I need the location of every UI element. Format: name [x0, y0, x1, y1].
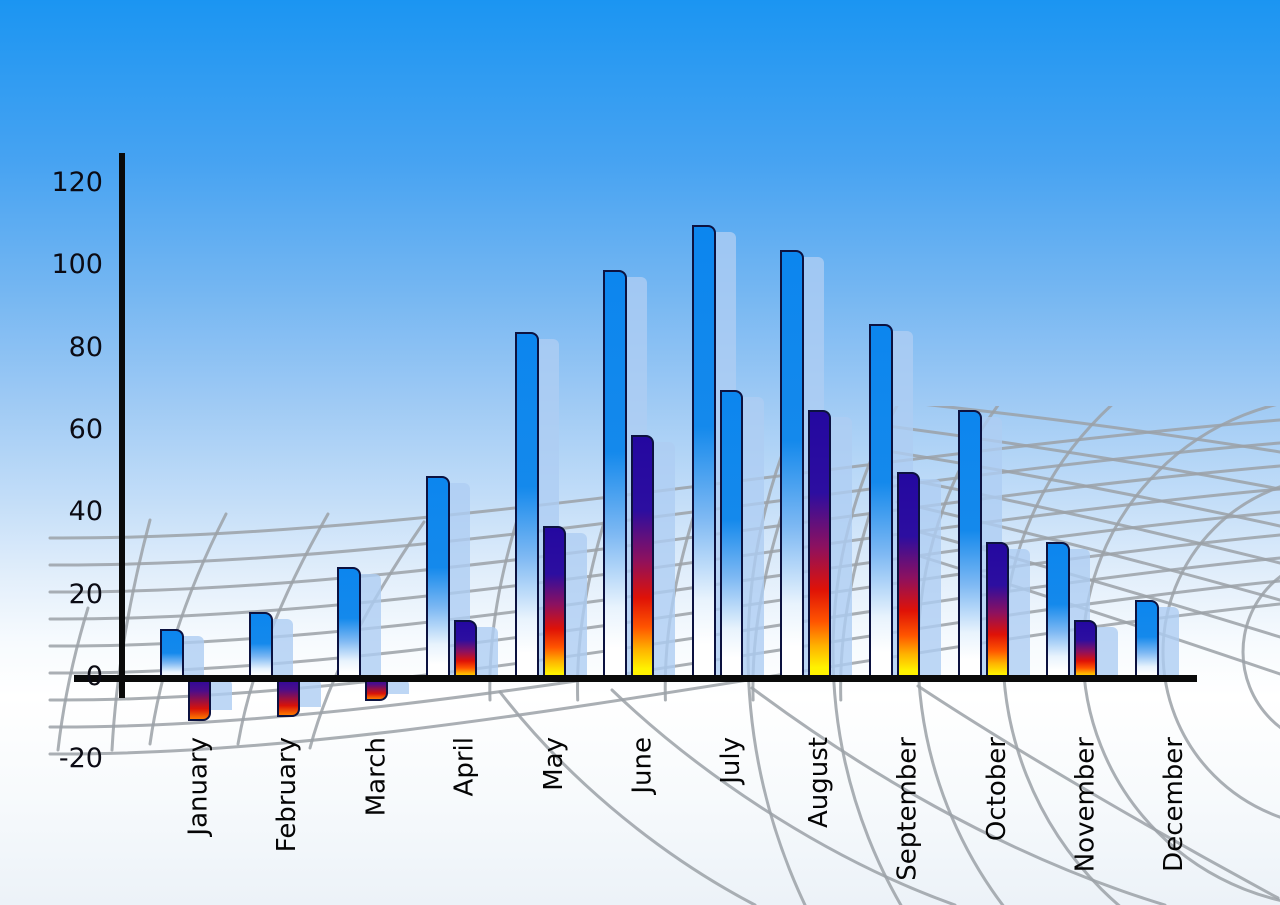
bar-shadow-second-may [563, 532, 587, 681]
mesh-cross-line [879, 448, 1280, 528]
bar-shadow-main-february [268, 619, 293, 681]
y-tick-label--20: -20 [58, 743, 103, 775]
x-label-january: January [184, 737, 214, 836]
bar-main-may [514, 332, 539, 681]
y-tick-label-60: 60 [68, 413, 103, 445]
x-label-october: October [981, 737, 1012, 842]
bar-shadow-second-september [918, 479, 942, 681]
bar-main-july [691, 225, 716, 681]
bar-main-november [1046, 542, 1071, 681]
bar-shadow-second-june [652, 442, 676, 681]
bar-shadow-second-january [209, 679, 232, 710]
bar-main-august [780, 249, 805, 681]
bar-main-january [160, 628, 184, 681]
bar-shadow-second-october [1006, 549, 1030, 681]
y-axis-line [119, 153, 125, 698]
mesh-sweep-curve [750, 686, 1167, 905]
bar-main-march [337, 566, 362, 681]
mesh-cross-line [895, 500, 1280, 602]
x-label-november: November [1070, 737, 1101, 873]
bar-shadow-second-april [474, 627, 498, 681]
bar-main-june [603, 270, 628, 681]
x-label-march: March [361, 737, 392, 817]
y-tick-label-40: 40 [68, 496, 103, 528]
bar-shadow-second-march [386, 679, 410, 695]
bar-second-august [808, 410, 832, 681]
x-label-april: April [449, 737, 480, 797]
bar-shadow-second-february [297, 679, 321, 707]
bar-shadow-second-july [740, 396, 764, 681]
bar-second-july [719, 389, 743, 681]
mesh-sweep-curve [610, 688, 957, 905]
bar-shadow-main-december [1155, 606, 1180, 681]
mesh-radial-curve [110, 518, 152, 752]
bar-main-september [869, 323, 894, 681]
mesh-sweep-curve [916, 684, 1280, 900]
bar-shadow-second-november [1095, 627, 1119, 681]
bar-second-april [453, 620, 477, 681]
x-axis-line [74, 675, 1197, 682]
bar-main-april [425, 476, 450, 681]
bar-shadow-main-march [357, 573, 382, 681]
mesh-arc [1241, 574, 1280, 730]
y-tick-label-80: 80 [68, 331, 103, 363]
x-label-september: September [893, 737, 924, 881]
bar-second-march [365, 676, 389, 701]
bar-main-october [957, 410, 982, 681]
mesh-cross-line [871, 422, 1280, 491]
x-label-july: July [715, 737, 746, 784]
bar-second-may [542, 525, 566, 681]
bar-second-january [188, 676, 211, 722]
bar-second-september [897, 472, 921, 681]
mesh-radial-curve [56, 606, 90, 752]
x-label-may: May [538, 737, 569, 791]
bar-shadow-second-august [829, 417, 853, 681]
bar-main-december [1135, 599, 1160, 681]
y-tick-label-100: 100 [51, 249, 103, 281]
x-label-june: June [627, 737, 658, 794]
bar-main-february [248, 612, 273, 681]
bar-second-october [985, 542, 1009, 681]
bar-second-november [1074, 620, 1098, 681]
mesh-sweep-curve [498, 690, 757, 905]
bar-second-february [276, 676, 300, 718]
x-label-december: December [1159, 737, 1190, 872]
x-label-february: February [272, 737, 303, 853]
bar-second-june [631, 435, 655, 681]
mesh-cross-line [926, 406, 1280, 454]
y-tick-label-20: 20 [68, 578, 103, 610]
y-tick-label-0: 0 [85, 661, 103, 692]
x-label-august: August [804, 737, 835, 828]
y-tick-label-120: 120 [51, 166, 103, 198]
bar-shadow-main-january [180, 635, 204, 681]
